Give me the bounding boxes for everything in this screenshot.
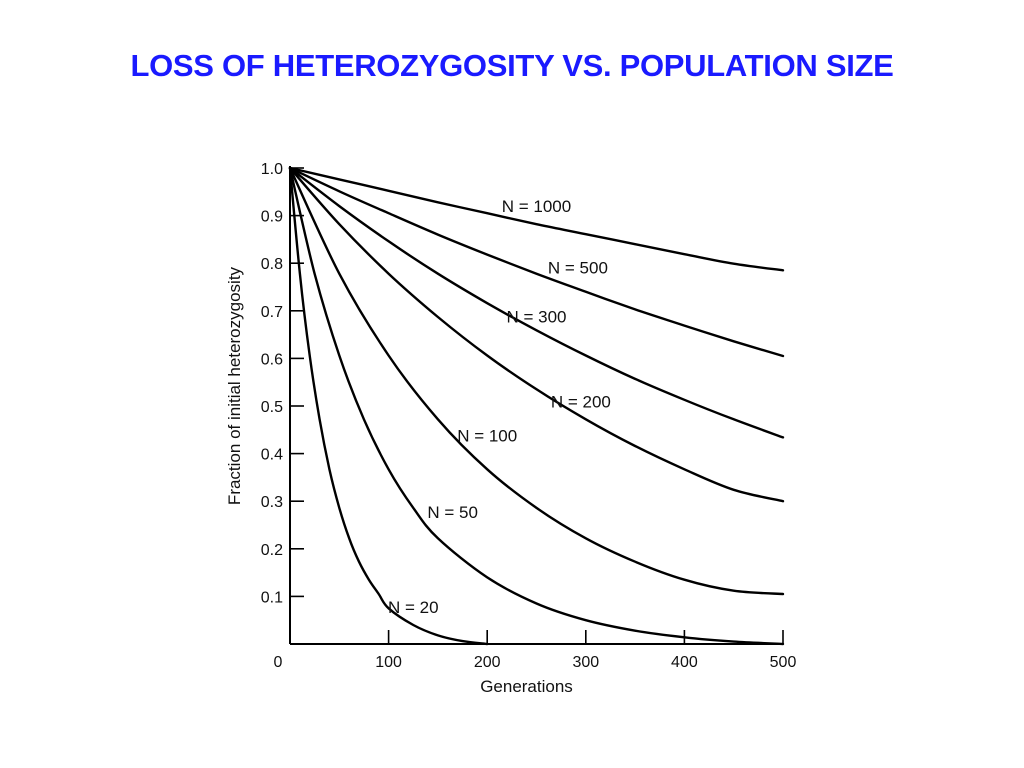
curve-label-n-100: N = 100	[457, 427, 517, 446]
curve-label-n-200: N = 200	[551, 392, 611, 411]
curve-label-n-1000: N = 1000	[502, 197, 571, 216]
y-tick-label: 0.8	[261, 256, 283, 273]
y-tick-label: 1.0	[261, 161, 283, 178]
curve-label-n-50: N = 50	[427, 503, 478, 522]
curve-n-500	[288, 166, 785, 358]
y-tick-label: 0.1	[261, 589, 283, 606]
y-tick-label: 0.7	[261, 304, 283, 321]
curve-n-1000	[288, 166, 785, 272]
curve-label-n-500: N = 500	[548, 259, 608, 278]
x-tick-label: 500	[770, 654, 797, 671]
curve-n-100	[288, 166, 785, 596]
curve-label-n-300: N = 300	[506, 308, 566, 327]
y-axis-title: Fraction of initial heterozygosity	[225, 266, 244, 505]
x-tick-label: 400	[671, 654, 698, 671]
curve-n-20	[288, 166, 489, 646]
x-tick-label: 200	[474, 654, 501, 671]
curve-n-200	[288, 166, 785, 503]
chart-curves	[288, 166, 785, 646]
chart-curve-labels: N = 1000 N = 500 N = 300 N = 200 N = 100 N = …	[388, 197, 611, 617]
x-tick-label: 300	[572, 654, 599, 671]
y-tick-label: 0.4	[261, 447, 283, 464]
curve-n-300	[288, 166, 785, 439]
curve-n-50	[288, 166, 785, 646]
curve-label-n-20: N = 20	[388, 598, 439, 617]
x-tick-label: 100	[375, 654, 402, 671]
x-axis-title: Generations	[480, 677, 573, 696]
y-tick-label: 0.6	[261, 351, 283, 368]
y-tick-label: 0.2	[261, 542, 283, 559]
x-tick-label: 0	[274, 654, 283, 671]
chart-axes: 0.1 0.2 0.3 0.4 0.5 0.6 0.7 0.8 0.9 1.0 0 100 200 300…	[225, 161, 796, 696]
y-tick-label: 0.3	[261, 494, 283, 511]
y-tick-label: 0.9	[261, 209, 283, 226]
y-tick-label: 0.5	[261, 399, 283, 416]
slide-title: LOSS OF HETEROZYGOSITY VS. POPULATION SI…	[130, 48, 894, 83]
